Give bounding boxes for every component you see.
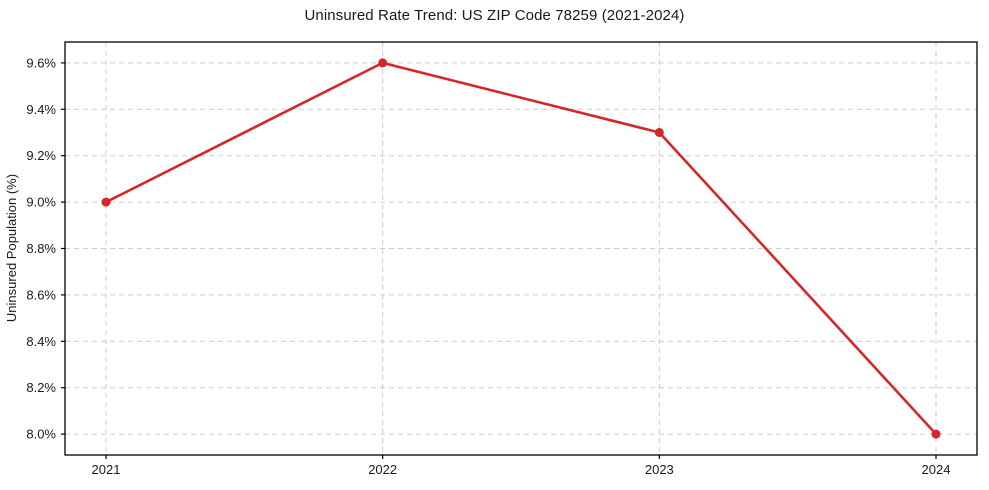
x-tick-label: 2024 — [922, 462, 951, 477]
y-tick-label: 8.0% — [26, 427, 56, 442]
y-tick-label: 9.6% — [26, 55, 56, 70]
y-tick-label: 9.4% — [26, 102, 56, 117]
y-tick-label: 8.8% — [26, 241, 56, 256]
tick-marks — [61, 62, 937, 459]
x-tick-label: 2023 — [645, 462, 674, 477]
y-tick-label: 8.6% — [26, 287, 56, 302]
x-tick-label: 2022 — [368, 462, 397, 477]
data-point — [931, 429, 941, 439]
x-tick-label: 2021 — [92, 462, 121, 477]
y-tick-label: 9.2% — [26, 148, 56, 163]
chart-title: Uninsured Rate Trend: US ZIP Code 78259 … — [304, 7, 685, 24]
data-markers — [101, 58, 941, 439]
x-tick-labels: 2021 2022 2023 2024 — [92, 462, 951, 477]
data-point — [654, 127, 664, 137]
data-point — [378, 58, 388, 68]
y-tick-label: 8.4% — [26, 334, 56, 349]
y-tick-label: 9.0% — [26, 195, 56, 210]
data-line — [104, 61, 938, 436]
y-tick-label: 8.2% — [26, 380, 56, 395]
data-point — [101, 197, 111, 207]
gridlines — [65, 42, 977, 455]
y-tick-labels: 8.0% 8.2% 8.4% 8.6% 8.8% 9.0% 9.2% 9.4% 9.6% — [26, 55, 56, 441]
